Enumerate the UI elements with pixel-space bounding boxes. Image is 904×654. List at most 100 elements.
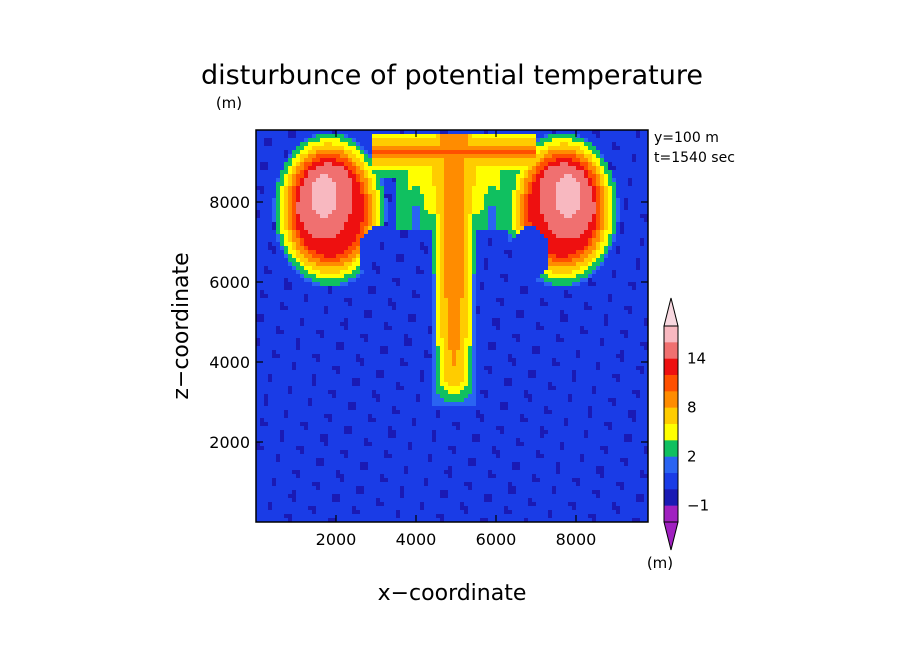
field-cell	[524, 174, 529, 179]
field-cell	[368, 218, 373, 223]
field-cell	[512, 242, 517, 247]
field-cell	[316, 302, 321, 307]
field-cell	[388, 206, 393, 211]
field-cell	[580, 270, 585, 275]
field-cell	[596, 214, 601, 219]
field-cell	[472, 330, 477, 335]
field-cell	[320, 206, 325, 211]
field-cell	[448, 326, 453, 331]
field-cell	[640, 258, 645, 263]
field-cell	[392, 298, 397, 303]
field-cell	[544, 138, 549, 143]
field-cell	[480, 150, 485, 155]
field-cell	[612, 290, 617, 295]
field-cell	[452, 226, 457, 231]
field-cell	[264, 162, 269, 167]
field-cell	[304, 326, 309, 331]
field-cell	[316, 258, 321, 263]
field-cell	[324, 202, 329, 207]
field-cell	[332, 254, 337, 259]
field-cell	[476, 310, 481, 315]
field-cell	[596, 258, 601, 263]
field-cell	[284, 246, 289, 251]
field-cell	[468, 222, 473, 227]
field-cell	[424, 286, 429, 291]
field-cell	[528, 134, 533, 139]
field-cell	[376, 250, 381, 255]
field-cell	[292, 322, 297, 327]
field-cell	[608, 234, 613, 239]
field-cell	[548, 130, 553, 135]
field-cell	[508, 314, 513, 319]
field-cell	[476, 138, 481, 143]
field-cell	[500, 150, 505, 155]
field-cell	[304, 234, 309, 239]
field-cell	[412, 154, 417, 159]
field-cell	[288, 186, 293, 191]
field-cell	[424, 190, 429, 195]
field-cell	[588, 218, 593, 223]
field-cell	[376, 242, 381, 247]
field-cell	[592, 242, 597, 247]
field-cell	[612, 286, 617, 291]
field-cell	[512, 290, 517, 295]
field-cell	[532, 294, 537, 299]
field-cell	[256, 306, 261, 311]
field-cell	[412, 282, 417, 287]
field-cell	[572, 214, 577, 219]
field-cell	[380, 266, 385, 271]
field-cell	[512, 206, 517, 211]
field-cell	[504, 142, 509, 147]
field-cell	[352, 270, 357, 275]
field-cell	[304, 162, 309, 167]
field-cell	[364, 158, 369, 163]
field-cell	[536, 310, 541, 315]
field-cell	[464, 262, 469, 267]
field-cell	[388, 238, 393, 243]
field-cell	[396, 166, 401, 171]
field-cell	[460, 162, 465, 167]
field-cell	[264, 154, 269, 159]
field-cell	[320, 246, 325, 251]
field-cell	[396, 134, 401, 139]
field-cell	[544, 278, 549, 283]
field-cell	[556, 218, 561, 223]
field-cell	[508, 182, 513, 187]
field-cell	[644, 134, 648, 139]
field-cell	[292, 238, 297, 243]
field-cell	[392, 310, 397, 315]
field-cell	[444, 226, 449, 231]
field-cell	[588, 174, 593, 179]
field-cell	[620, 254, 625, 259]
field-cell	[340, 286, 345, 291]
field-cell	[504, 270, 509, 275]
field-cell	[568, 278, 573, 283]
field-cell	[332, 214, 337, 219]
field-cell	[444, 170, 449, 175]
field-cell	[360, 138, 365, 143]
field-cell	[476, 218, 481, 223]
field-cell	[596, 174, 601, 179]
field-cell	[492, 146, 497, 151]
field-cell	[608, 270, 613, 275]
field-cell	[528, 314, 533, 319]
field-cell	[324, 150, 329, 155]
field-cell	[352, 162, 357, 167]
field-cell	[324, 138, 329, 143]
field-cell	[352, 202, 357, 207]
field-cell	[540, 186, 545, 191]
field-cell	[348, 294, 353, 299]
field-cell	[636, 246, 641, 251]
field-cell	[608, 230, 613, 235]
field-cell	[516, 318, 521, 323]
field-cell	[588, 146, 593, 151]
field-cell	[544, 158, 549, 163]
field-cell	[584, 194, 589, 199]
field-cell	[404, 186, 409, 191]
field-cell	[288, 142, 293, 147]
field-cell	[304, 238, 309, 243]
field-cell	[352, 310, 357, 315]
field-cell	[520, 290, 525, 295]
field-cell	[276, 190, 281, 195]
field-cell	[440, 298, 445, 303]
